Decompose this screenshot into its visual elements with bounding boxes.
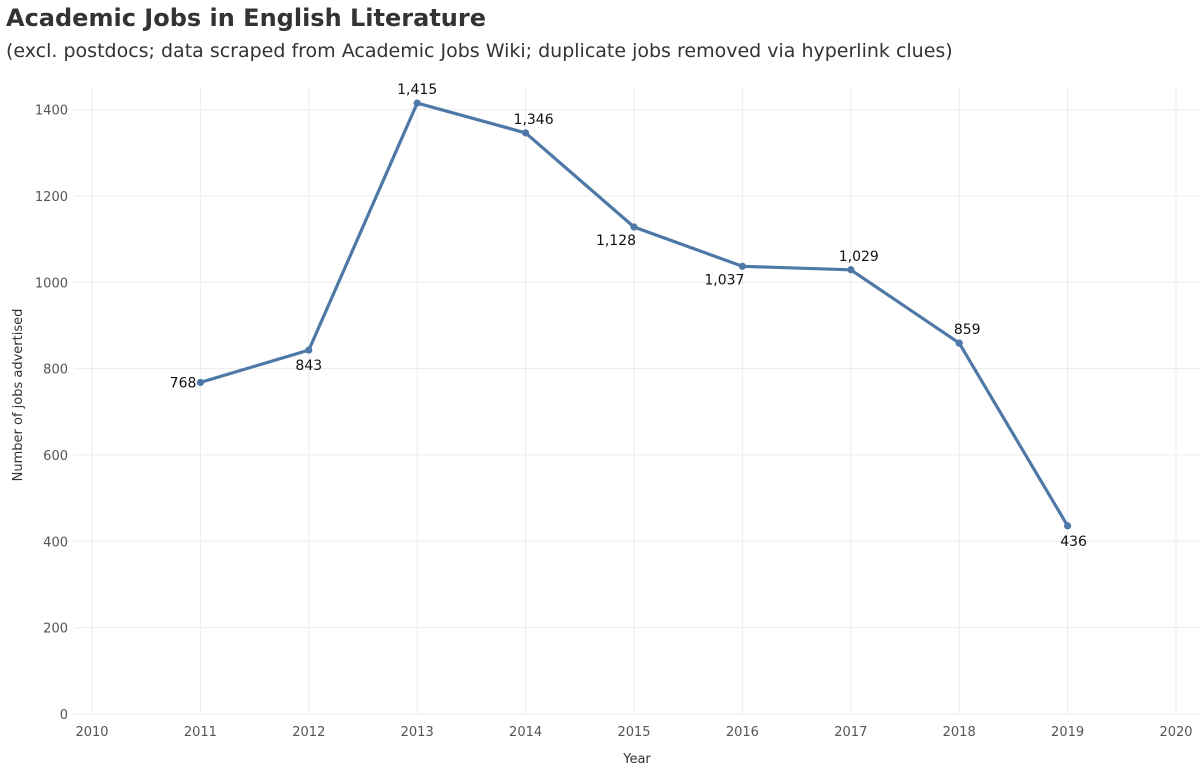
y-tick-label: 400	[43, 535, 68, 550]
data-label: 768	[170, 375, 197, 391]
y-axis-title: Number of jobs advertised	[11, 309, 26, 482]
x-tick-label: 2020	[1159, 725, 1192, 740]
data-label: 1,415	[397, 82, 437, 98]
data-label: 859	[954, 322, 981, 338]
data-point	[196, 378, 204, 387]
data-point	[847, 266, 855, 274]
data-point	[413, 99, 421, 107]
data-point	[522, 129, 530, 137]
data-label: 1,037	[704, 272, 744, 288]
data-point	[1064, 522, 1072, 530]
data-point	[738, 262, 747, 270]
gridlines	[74, 88, 1200, 715]
y-tick-label: 0	[60, 708, 68, 723]
x-tick-label: 2014	[509, 725, 542, 740]
data-point	[630, 223, 638, 231]
x-tick-label: 2019	[1051, 725, 1084, 740]
data-label: 436	[1060, 534, 1087, 550]
x-tick-label: 2017	[834, 725, 867, 740]
y-tick-label: 1000	[35, 276, 68, 291]
x-tick-label: 2016	[726, 725, 759, 740]
x-tick-label: 2015	[617, 725, 650, 740]
chart-subtitle: (excl. postdocs; data scraped from Acade…	[6, 40, 953, 62]
chart-title: Academic Jobs in English Literature	[6, 4, 486, 32]
data-label: 1,128	[596, 233, 636, 249]
data-label: 843	[295, 358, 322, 374]
x-tick-label: 2011	[184, 725, 217, 740]
y-tick-label: 1400	[35, 104, 68, 119]
y-tick-label: 600	[43, 449, 68, 464]
x-tick-label: 2018	[943, 725, 976, 740]
y-tick-label: 800	[43, 363, 68, 378]
data-label: 1,029	[839, 249, 879, 265]
data-point	[305, 346, 313, 354]
x-tick-label: 2010	[75, 725, 108, 740]
data-point	[955, 339, 963, 347]
x-axis-ticks: 2010 2011 2012 2013 2014 2015 2016 2017 2018 2019…	[75, 725, 1192, 740]
data-label: 1,346	[514, 112, 554, 128]
x-axis-title: Year	[622, 752, 651, 767]
x-tick-label: 2012	[292, 725, 325, 740]
series-group: 768 843 1,415 1,346 1,128 1,037 1,029 859 436	[170, 82, 1087, 550]
x-tick-label: 2013	[401, 725, 434, 740]
y-tick-label: 1200	[35, 190, 68, 205]
y-tick-label: 200	[43, 622, 68, 637]
y-axis-ticks: 0 200 400 600 800 1000 1200 1400	[35, 104, 68, 723]
